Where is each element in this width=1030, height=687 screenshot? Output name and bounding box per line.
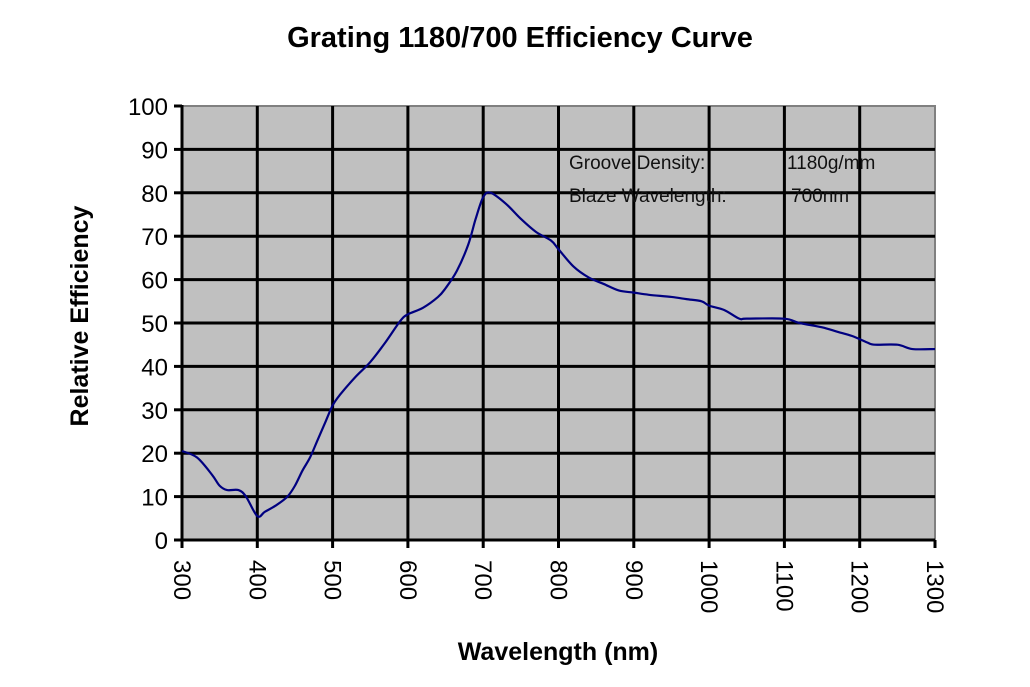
x-tick-label: 1000	[695, 560, 722, 613]
x-tick-label: 400	[243, 560, 270, 600]
y-tick-label: 30	[141, 398, 168, 425]
x-tick-label: 1300	[921, 560, 948, 613]
annotation-value: 700nm	[791, 186, 849, 207]
x-tick-label: 1200	[846, 560, 873, 613]
x-axis-title: Wavelength (nm)	[458, 638, 658, 666]
gridlines	[182, 106, 935, 540]
y-tick-label: 70	[141, 224, 168, 251]
y-tick-label: 60	[141, 268, 168, 295]
y-tick-label: 80	[141, 181, 168, 208]
annotation-label: Groove Density:	[569, 153, 705, 174]
y-tick-label: 0	[155, 528, 168, 555]
annotation-value: 1180g/mm	[787, 153, 875, 174]
y-tick-label: 50	[141, 311, 168, 338]
x-tick-label: 800	[545, 560, 572, 600]
x-tick-label: 900	[620, 560, 647, 600]
y-tick-label: 40	[141, 354, 168, 381]
y-tick-labels: 0 10 20 30 40 50 60 70 80 90 100	[128, 94, 168, 555]
x-tick-labels: 300 400 500 600 700 800 900 1000 1100 1200 1300	[168, 560, 948, 613]
x-tick-label: 500	[319, 560, 346, 600]
chart-title: Grating 1180/700 Efficiency Curve	[287, 22, 753, 54]
y-tick-label: 90	[141, 137, 168, 164]
axes	[174, 104, 937, 548]
y-tick-label: 20	[141, 441, 168, 468]
annotation-label: Blaze Wavelength:	[569, 186, 727, 207]
y-axis-title: Relative Efficiency	[66, 205, 94, 426]
x-tick-label: 1100	[770, 560, 797, 612]
annotation-box: Groove Density: 1180g/mm Blaze Wavelength:…	[569, 153, 875, 207]
x-tick-label: 600	[394, 560, 421, 600]
y-tick-label: 100	[128, 94, 168, 121]
x-tick-label: 700	[469, 560, 496, 600]
series-group	[181, 191, 936, 518]
y-tick-label: 10	[141, 485, 168, 512]
x-tick-label: 300	[168, 560, 195, 600]
